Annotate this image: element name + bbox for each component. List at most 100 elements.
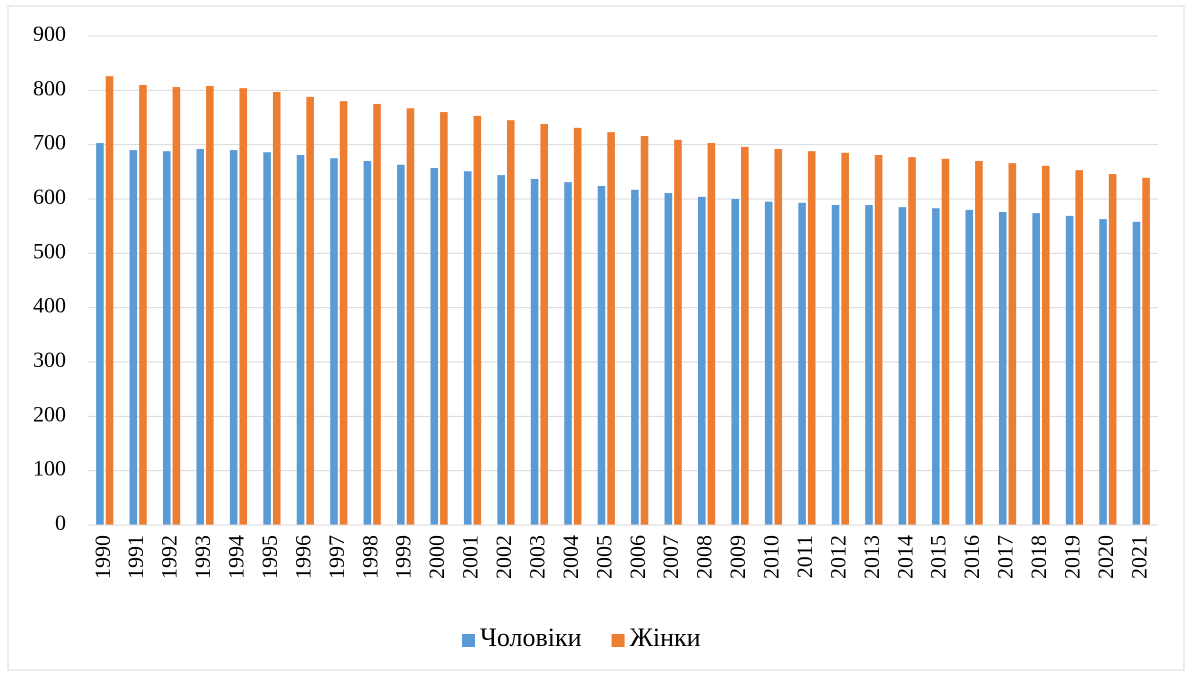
bar [774,149,783,525]
bar [430,168,439,525]
bar [908,157,916,525]
x-tick-label: 1994 [224,535,249,579]
bar [373,103,381,526]
y-tick-label: 400 [33,293,66,318]
legend-label: Жінки [630,623,701,652]
bar [998,212,1007,526]
bar [874,154,883,526]
x-tick-label: 1997 [324,535,349,579]
bar [363,160,372,525]
x-tick-label: 2012 [825,535,850,579]
bar [440,112,448,526]
bar [239,88,248,525]
bar [330,158,338,525]
x-tick-label: 1990 [90,535,115,579]
x-tick-label: 2008 [692,535,717,579]
bar [965,209,974,525]
legend-label: Чоловіки [480,623,582,652]
y-tick-label: 600 [33,184,66,209]
bar [975,160,983,525]
x-tick-label: 1992 [157,535,182,579]
x-tick-label: 2003 [524,535,549,579]
bar [540,124,549,526]
y-tick-label: 0 [55,510,66,535]
bar [406,108,415,525]
bar [674,139,682,525]
bar [506,120,515,525]
x-tick-label: 1999 [391,535,416,579]
bar [573,127,582,525]
bar [339,101,348,525]
bar [607,132,615,526]
bar [741,146,749,525]
bar [172,87,181,525]
bar [1132,221,1141,525]
bar [564,182,572,525]
bar [229,150,238,525]
legend-swatch [611,634,625,647]
x-tick-label: 1995 [257,535,282,579]
x-tick-label: 2015 [926,535,951,579]
bar [206,85,214,525]
x-tick-label: 2014 [892,535,917,579]
bar [731,199,740,525]
bar [296,154,305,526]
bar [707,143,716,525]
bar [807,151,816,526]
x-tick-label: 2011 [792,535,817,578]
bar [631,189,639,525]
bar [640,135,649,525]
bar [697,196,706,525]
bar [1108,174,1117,526]
x-tick-label: 2010 [759,535,784,579]
bar [139,84,147,526]
x-tick-label: 1998 [357,535,382,579]
x-tick-label: 2021 [1126,535,1151,579]
bar [1065,215,1074,526]
bar [1041,165,1050,525]
y-tick-label: 100 [33,456,66,481]
bar [1008,163,1017,525]
x-tick-label: 2013 [859,535,884,579]
bar [473,115,482,526]
bar [272,91,281,526]
x-tick-label: 2019 [1059,535,1084,579]
bar [865,204,873,525]
bar [664,193,673,526]
x-tick-label: 2000 [424,535,449,579]
x-tick-label: 2017 [993,535,1018,579]
x-tick-label: 2004 [558,535,583,579]
bar [941,158,950,525]
bar [597,185,606,525]
y-tick-label: 500 [33,238,66,263]
bar [162,151,171,526]
bar [96,143,104,525]
bar [1142,177,1150,525]
bar [105,76,114,525]
bar [898,207,907,525]
bar [841,152,849,526]
y-tick-label: 900 [33,21,66,46]
bar [831,204,840,525]
y-tick-label: 700 [33,130,66,155]
y-tick-label: 300 [33,347,66,372]
bar [129,150,138,525]
bar [932,208,940,525]
legend-swatch [462,634,475,647]
x-tick-label: 2006 [625,535,650,579]
x-tick-label: 2020 [1093,535,1118,579]
bar [1099,219,1107,525]
x-tick-label: 2018 [1026,535,1051,579]
bar [798,202,806,525]
bar [530,178,539,525]
x-tick-label: 2007 [658,535,683,579]
bar [196,149,205,525]
y-tick-label: 200 [33,401,66,426]
x-tick-label: 1991 [123,535,148,579]
bar [306,96,314,525]
y-tick-label: 800 [33,75,66,100]
bar [263,152,271,526]
x-tick-label: 2002 [491,535,516,579]
x-tick-label: 2009 [725,535,750,579]
